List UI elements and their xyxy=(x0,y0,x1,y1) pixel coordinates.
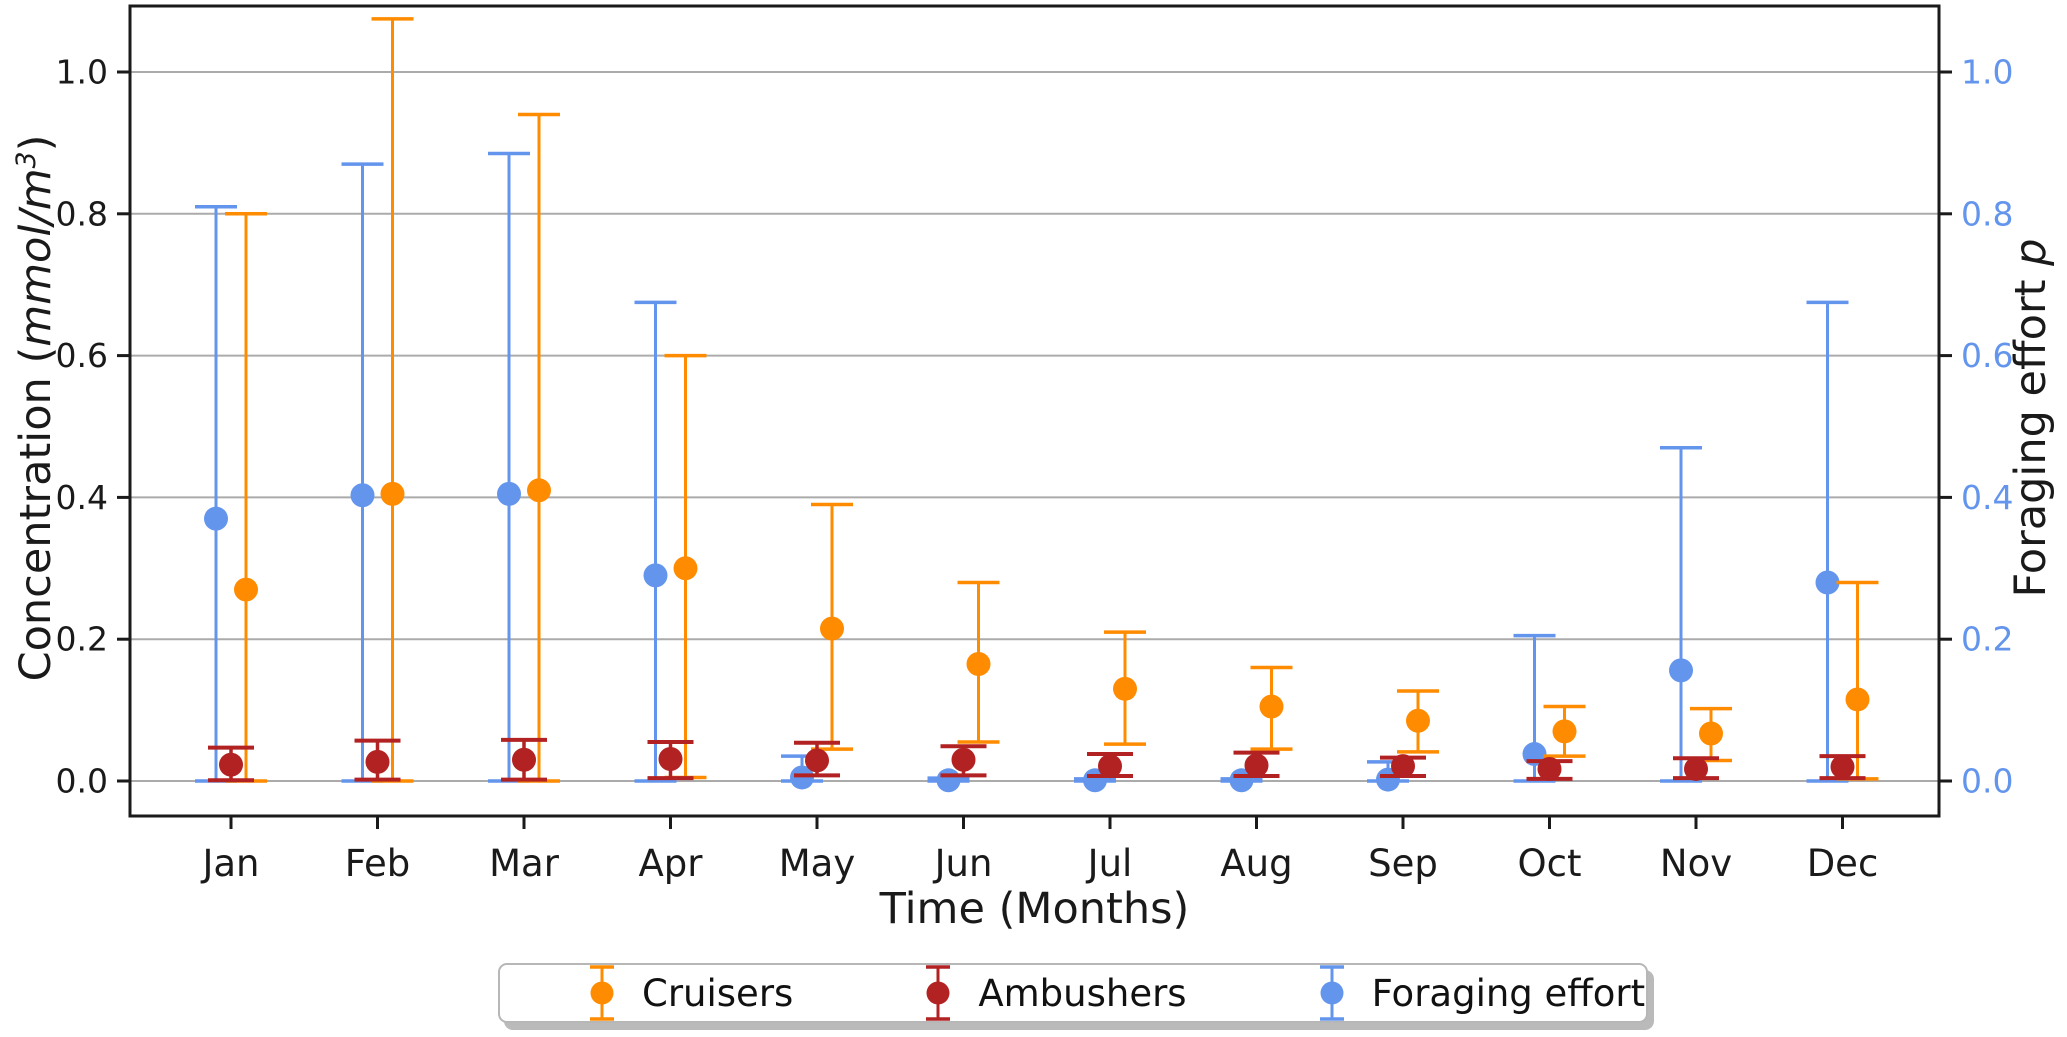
data-point-ambushers-nov xyxy=(1684,756,1708,781)
data-point-ambushers-sep xyxy=(1391,754,1415,779)
left-tick-label-0: 0.0 xyxy=(56,762,108,801)
legend-item-ambushers: Ambushers xyxy=(913,962,1187,1024)
data-point-cruisers-dec xyxy=(1845,687,1870,712)
data-point-foraging-effort-may xyxy=(790,765,814,790)
right-tick-label-3: 0.6 xyxy=(1961,336,2013,375)
x-tick-label-oct: Oct xyxy=(1518,842,1582,885)
left-y-title-prefix: Concentration ( xyxy=(11,346,62,682)
x-tick-label-feb: Feb xyxy=(345,842,411,885)
legend-item-foraging-effort: Foraging effort xyxy=(1307,962,1646,1024)
x-tick-label-jan: Jan xyxy=(200,842,259,885)
x-axis-title: Time (Months) xyxy=(130,884,1939,934)
data-point-cruisers-nov xyxy=(1699,721,1723,746)
left-y-title-unit: mmol/m xyxy=(11,168,62,347)
x-tick-label-sep: Sep xyxy=(1368,842,1438,885)
data-point-cruisers-feb xyxy=(380,481,405,506)
data-point-ambushers-dec xyxy=(1830,754,1855,779)
data-point-cruisers-apr xyxy=(673,556,698,581)
left-tick-label-5: 1.0 xyxy=(56,53,108,92)
data-point-cruisers-jan xyxy=(234,577,258,602)
left-y-title-suffix: ) xyxy=(11,134,62,152)
data-point-ambushers-jun xyxy=(951,747,976,772)
data-point-ambushers-jan xyxy=(219,752,243,777)
left-tick-label-4: 0.8 xyxy=(56,194,108,233)
legend-icon-marker xyxy=(590,981,614,1005)
legend-errorbar-icon-foraging-effort xyxy=(1319,965,1344,1021)
legend-label-cruisers: Cruisers xyxy=(642,971,794,1015)
left-tick-label-1: 0.2 xyxy=(56,620,108,659)
left-y-title-exponent: 3 xyxy=(10,151,42,169)
legend-errorbar-icon-cruisers xyxy=(590,965,614,1021)
data-point-ambushers-may xyxy=(805,748,829,773)
right-tick-label-1: 0.2 xyxy=(1961,620,2013,659)
right-tick-label-4: 0.8 xyxy=(1961,194,2013,233)
legend-errorbar-icon-ambushers xyxy=(926,965,951,1021)
left-tick-label-2: 0.4 xyxy=(56,478,108,517)
legend-label-foraging-effort: Foraging effort xyxy=(1371,971,1646,1015)
data-point-ambushers-feb xyxy=(365,749,390,774)
data-point-foraging-effort-jan xyxy=(204,506,228,531)
data-point-foraging-effort-dec xyxy=(1815,570,1840,595)
data-point-ambushers-mar xyxy=(512,747,536,772)
x-tick-label-may: May xyxy=(779,842,856,885)
data-point-cruisers-sep xyxy=(1406,708,1430,733)
data-point-foraging-effort-mar xyxy=(497,481,521,506)
legend-icon-marker xyxy=(1320,981,1344,1005)
x-tick-label-mar: Mar xyxy=(489,842,560,885)
data-point-foraging-effort-apr xyxy=(643,563,668,588)
x-axis-title-text: Time (Months) xyxy=(879,884,1190,934)
data-point-cruisers-aug xyxy=(1259,694,1284,719)
data-point-foraging-effort-nov xyxy=(1669,658,1693,683)
data-point-foraging-effort-jun xyxy=(936,768,961,793)
data-point-cruisers-mar xyxy=(527,478,551,503)
legend-item-cruisers: Cruisers xyxy=(577,962,793,1024)
data-point-cruisers-jul xyxy=(1113,676,1137,701)
x-tick-label-jul: Jul xyxy=(1086,842,1133,885)
x-tick-label-aug: Aug xyxy=(1220,842,1292,885)
right-tick-label-5: 1.0 xyxy=(1961,53,2013,92)
data-point-ambushers-apr xyxy=(658,747,683,772)
x-tick-label-apr: Apr xyxy=(638,842,703,885)
data-point-ambushers-oct xyxy=(1537,756,1562,781)
plot-border xyxy=(128,4,1941,818)
x-tick-label-nov: Nov xyxy=(1660,842,1732,885)
right-y-title-text: Foraging effort xyxy=(2006,265,2056,598)
data-point-cruisers-oct xyxy=(1552,719,1577,744)
right-y-title-symbol: p xyxy=(2006,238,2056,266)
right-tick-label-0: 0.0 xyxy=(1961,762,2013,801)
left-tick-label-3: 0.6 xyxy=(56,336,108,375)
legend-icon-marker xyxy=(926,981,950,1005)
right-tick-label-2: 0.4 xyxy=(1961,478,2013,517)
legend-label-ambushers: Ambushers xyxy=(978,971,1187,1015)
legend: Cruisers Ambushers Foraging effort xyxy=(498,963,1648,1023)
data-point-ambushers-jul xyxy=(1098,754,1122,779)
data-point-ambushers-aug xyxy=(1244,753,1269,778)
data-point-cruisers-may xyxy=(820,616,844,641)
x-tick-label-dec: Dec xyxy=(1807,842,1879,885)
left-y-axis-title: Concentration (mmol/m3) xyxy=(11,135,61,682)
x-tick-label-jun: Jun xyxy=(933,842,993,885)
right-y-axis-title: Foraging effort p xyxy=(2006,239,2056,598)
data-point-foraging-effort-feb xyxy=(350,483,375,508)
data-point-cruisers-jun xyxy=(966,652,991,677)
